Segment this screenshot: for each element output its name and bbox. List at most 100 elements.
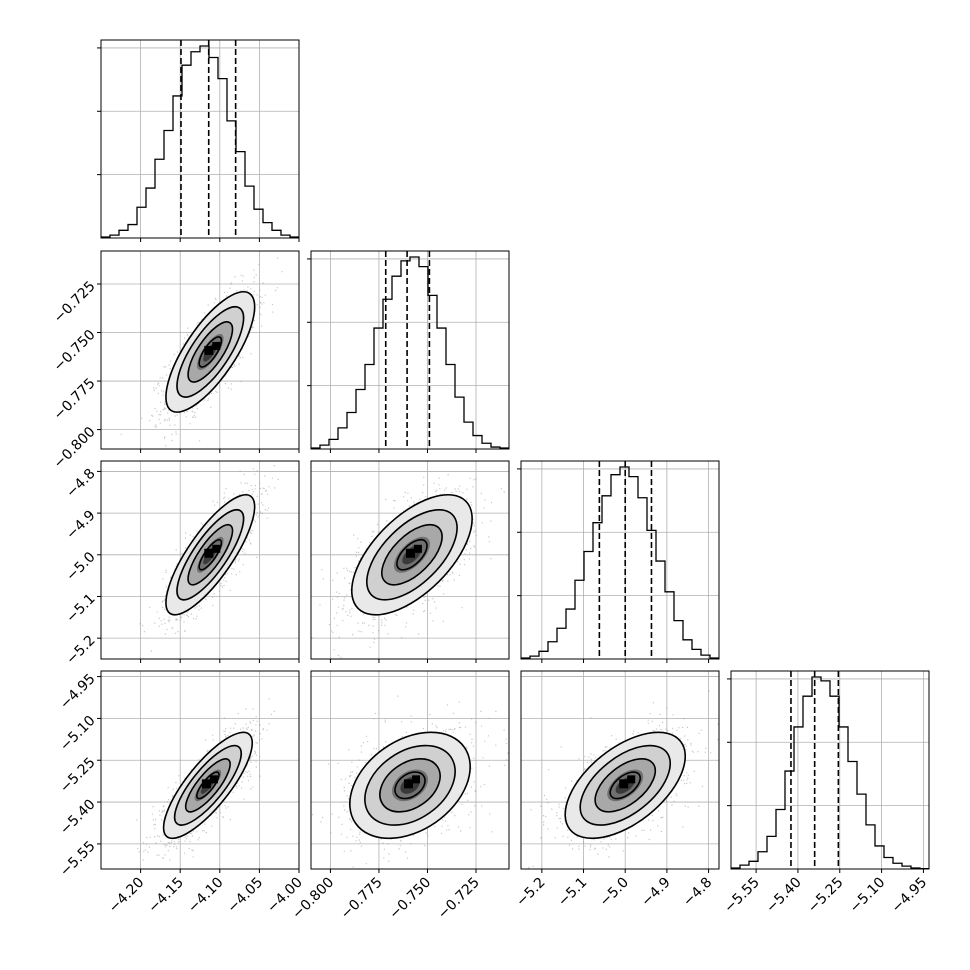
contour-line: [187, 321, 234, 383]
y-tick-label: −5.1: [63, 591, 98, 626]
contour-line: [198, 538, 223, 571]
density-peak: [619, 779, 629, 789]
x-tick-label: −4.05: [225, 875, 267, 917]
contour-line: [564, 731, 687, 840]
density-fill: [349, 732, 471, 839]
density-peak: [204, 548, 214, 558]
contour-line: [594, 758, 657, 813]
x-tick-label: −5.25: [805, 875, 847, 917]
contour-line: [165, 493, 256, 616]
contour-line: [379, 758, 441, 813]
grid: [311, 251, 509, 449]
contour-line: [396, 538, 428, 571]
density-peak: [212, 544, 221, 553]
density-fill: [351, 494, 473, 615]
contour-line: [196, 771, 220, 800]
scatter-panel-3-4: −5.2 −5.1 −5.0 −4.9 −4.8: [513, 670, 720, 910]
density-peak: [412, 775, 420, 784]
y-tick-label: −5.55: [57, 838, 99, 880]
contour-line: [198, 336, 223, 368]
y-tick-label: −4.95: [57, 671, 99, 713]
contour-line: [364, 744, 456, 826]
density-peak: [627, 775, 636, 784]
x-tick-label: −5.0: [597, 875, 632, 910]
y-tick-label: −5.40: [57, 796, 99, 838]
density-fill: [565, 732, 686, 839]
density-peak: [204, 345, 214, 355]
x-tick-label: −4.20: [106, 875, 148, 917]
grid: [731, 671, 929, 869]
y-tick-label: −0.800: [51, 424, 99, 472]
y-tick-label: −5.0: [63, 549, 98, 584]
density-fill: [165, 494, 255, 615]
x-tick-label: −4.15: [145, 875, 187, 917]
x-tick-label: −4.95: [889, 875, 931, 917]
x-tick-label: −4.9: [638, 875, 673, 910]
x-tick-label: −5.2: [513, 875, 548, 910]
histogram-panel-4: −5.55 −5.40 −5.25 −5.10 −4.95: [721, 670, 931, 917]
contour-line: [394, 771, 426, 800]
x-tick-label: −0.775: [338, 875, 386, 923]
scatter-panel-2-3: [310, 460, 510, 663]
density-peak: [405, 548, 415, 558]
scatter-panel-1-4: −5.55−5.40−5.25−5.10−4.95 −4.20−4.15−4.10…: [57, 670, 306, 917]
y-tick-label: −4.9: [63, 507, 98, 542]
x-tick-label: −0.750: [386, 875, 434, 923]
density-fill: [163, 732, 253, 839]
density-peak: [413, 544, 422, 553]
panel-frame: [310, 250, 510, 450]
contour-line: [176, 508, 245, 601]
y-tick-label: −5.10: [57, 713, 99, 755]
contour-line: [162, 731, 254, 840]
scatter-panel-1-2: −0.800−0.775−0.750−0.725: [51, 250, 300, 472]
panel-frame: [520, 670, 720, 870]
contour-line: [579, 744, 672, 826]
histogram-step-line: [311, 256, 509, 449]
contour-line: [350, 493, 473, 616]
x-tick-label: −5.1: [555, 875, 590, 910]
panel-frame: [730, 670, 930, 870]
x-tick-label: −5.10: [847, 875, 889, 917]
contour-line: [165, 290, 256, 413]
x-tick-label: −4.10: [185, 875, 227, 917]
scatter-panel-1-3: −5.2 −5.1 −5.0 −4.9 −4.8: [63, 460, 300, 668]
x-tick-label: −5.55: [721, 875, 763, 917]
panel-frame: [100, 670, 300, 870]
density-peak: [201, 779, 211, 789]
grid: [521, 461, 719, 659]
panel-frame: [520, 460, 720, 660]
panel-frame: [310, 670, 510, 870]
histogram-step-line: [731, 676, 929, 869]
density-peak: [209, 775, 218, 784]
density-peak: [212, 341, 221, 350]
histogram-panel-1: [97, 39, 300, 242]
density-fill: [165, 291, 255, 413]
contour-line: [184, 758, 231, 813]
panel-frame: [310, 460, 510, 660]
y-tick-label: −5.25: [57, 755, 99, 797]
contour-line: [381, 523, 443, 586]
y-tick-label: −5.2: [63, 633, 98, 668]
contour-line: [176, 306, 245, 398]
y-tick-label: −0.725: [51, 278, 99, 326]
contour-line: [349, 731, 471, 840]
contour-line: [609, 771, 642, 800]
histogram-step-line: [521, 466, 719, 659]
y-tick-label: −4.8: [63, 466, 98, 501]
histogram-panel-3: [517, 460, 720, 663]
panel-frame: [100, 250, 300, 450]
y-tick-label: −0.750: [51, 327, 99, 375]
y-tick-label: −0.775: [51, 375, 99, 423]
panel-frame: [100, 39, 300, 239]
contour-line: [187, 523, 234, 586]
contour-line: [173, 744, 242, 826]
histogram-panel-2: [307, 250, 510, 453]
histogram-step-line: [101, 45, 299, 238]
x-tick-label: −4.8: [680, 875, 715, 910]
density-peak: [404, 779, 413, 789]
scatter-panel-2-4: −0.800 −0.775 −0.750 −0.725: [289, 670, 510, 923]
x-tick-label: −0.725: [435, 875, 483, 923]
panel-frame: [100, 460, 300, 660]
x-tick-label: −5.40: [763, 875, 805, 917]
